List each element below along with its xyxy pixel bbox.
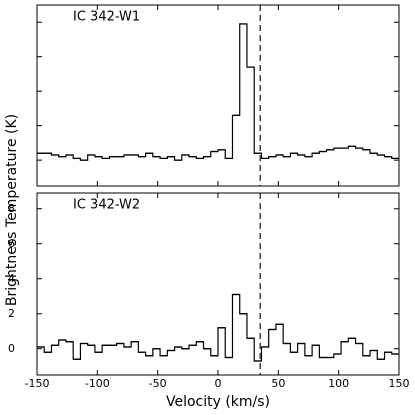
step-outline <box>37 23 399 161</box>
plot-frame <box>36 192 400 376</box>
x-tick-label: -150 <box>25 377 50 390</box>
x-axis-label: Velocity (km/s) <box>166 394 270 410</box>
plot-frame <box>36 4 400 187</box>
x-tick-label: 50 <box>271 377 285 390</box>
x-tick-label: 100 <box>328 377 349 390</box>
y-tick-label: 2 <box>8 307 15 320</box>
y-tick-label: 6 <box>8 237 15 250</box>
y-axis-label: Brightness Temperature (K) <box>4 114 20 306</box>
x-tick-label: -100 <box>85 377 110 390</box>
y-tick-label: 4 <box>8 272 15 285</box>
panel-label: IC 342-W2 <box>73 198 140 213</box>
y-tick-label: 0 <box>8 342 15 355</box>
x-tick-label: -50 <box>149 377 167 390</box>
x-tick-label: 0 <box>215 377 222 390</box>
panel-label: IC 342-W1 <box>73 10 140 25</box>
y-tick-label: 8 <box>8 202 15 215</box>
x-tick-label: 150 <box>389 377 410 390</box>
